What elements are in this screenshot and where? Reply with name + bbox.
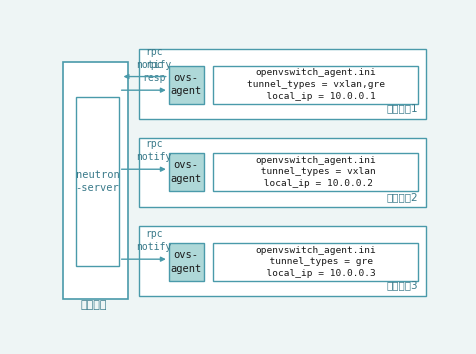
Bar — [169, 243, 203, 281]
Text: 计算节点3: 计算节点3 — [386, 280, 417, 291]
Bar — [76, 97, 119, 266]
Text: 控制节点: 控制节点 — [80, 299, 107, 310]
Bar — [169, 153, 203, 191]
Bar — [169, 65, 203, 104]
Bar — [139, 49, 425, 119]
Bar — [139, 138, 425, 207]
Bar — [139, 227, 425, 296]
Bar — [213, 65, 417, 104]
Text: openvswitch_agent.ini
tunnel_types = vxlan,gre
  local_ip = 10.0.0.1: openvswitch_agent.ini tunnel_types = vxl… — [246, 68, 384, 101]
Text: rpc
resp: rpc resp — [142, 60, 165, 84]
Bar — [213, 243, 417, 281]
Text: openvswitch_agent.ini
  tunnel_types = gre
  local_ip = 10.0.0.3: openvswitch_agent.ini tunnel_types = gre… — [255, 246, 375, 278]
Bar — [63, 62, 128, 299]
Text: openvswitch_agent.ini
 tunnel_types = vxlan
 local_ip = 10.0.0.2: openvswitch_agent.ini tunnel_types = vxl… — [255, 156, 375, 188]
Text: ovs-
agent: ovs- agent — [170, 160, 201, 184]
Text: neutron
-server: neutron -server — [76, 170, 119, 193]
Text: rpc
notify: rpc notify — [136, 46, 171, 70]
Text: rpc
notify: rpc notify — [136, 229, 171, 252]
Text: 计算节点2: 计算节点2 — [386, 192, 417, 202]
Text: ovs-
agent: ovs- agent — [170, 73, 201, 96]
Text: ovs-
agent: ovs- agent — [170, 250, 201, 274]
Text: 计算节点1: 计算节点1 — [386, 103, 417, 113]
Bar — [213, 153, 417, 191]
Text: rpc
notify: rpc notify — [136, 139, 171, 162]
